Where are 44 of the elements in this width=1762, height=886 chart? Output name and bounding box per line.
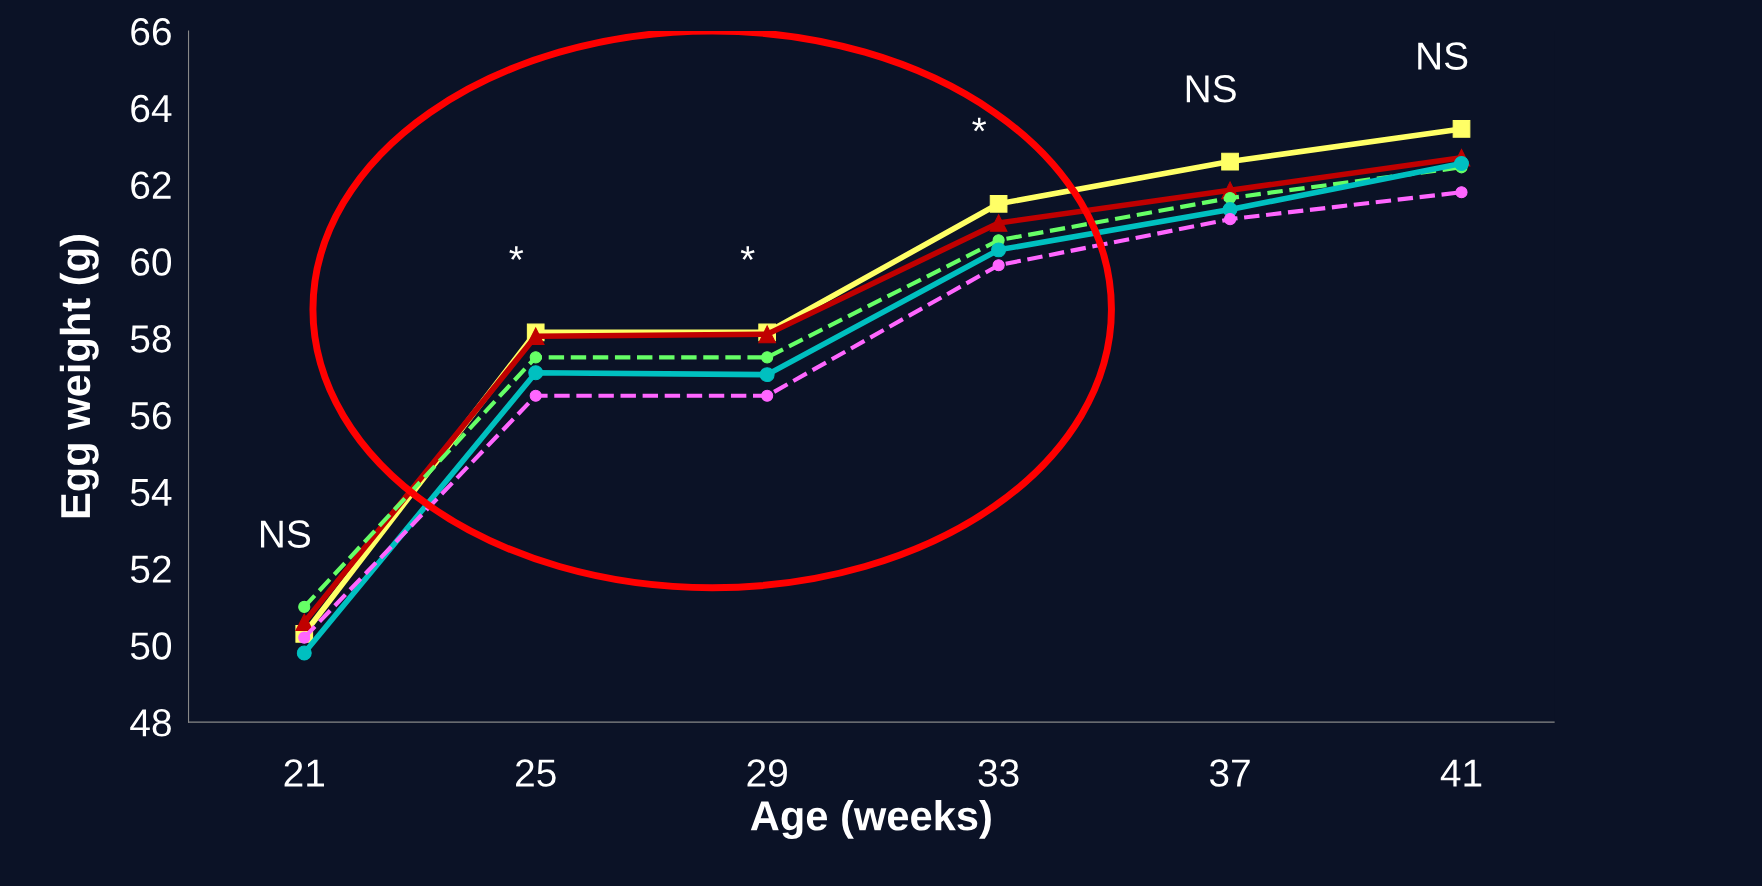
- point: [989, 214, 1008, 232]
- point: [992, 259, 1005, 272]
- point: [1452, 120, 1471, 138]
- point: [761, 389, 774, 402]
- annotation: NS: [1186, 75, 1236, 103]
- point: [1223, 191, 1237, 205]
- annotation: *: [509, 246, 524, 260]
- annotation: *: [972, 117, 987, 132]
- y-tick-label: 50: [130, 632, 172, 660]
- y-tick-label: 54: [130, 479, 172, 507]
- annotation: *: [740, 246, 755, 260]
- point: [1455, 186, 1468, 199]
- point: [1221, 152, 1239, 171]
- point: [759, 367, 775, 383]
- point: [991, 242, 1007, 258]
- y-axis-title: Egg weight (g): [59, 235, 99, 518]
- y-tick-label: 52: [130, 555, 171, 583]
- x-tick-label: 21: [284, 759, 324, 787]
- y-tick-label: 48: [130, 709, 171, 737]
- point: [761, 351, 774, 364]
- point: [298, 600, 311, 613]
- annotation: NS: [1418, 42, 1468, 70]
- x-tick-label: 41: [1440, 759, 1482, 787]
- y-tick-label: 58: [130, 325, 171, 353]
- x-axis-title: Age (weeks): [750, 800, 991, 840]
- y-tick-label: 66: [131, 17, 171, 46]
- x-tick-label: 33: [978, 759, 1019, 787]
- point: [526, 327, 545, 346]
- point: [529, 351, 542, 364]
- point: [989, 194, 1008, 213]
- annotation: NS: [260, 520, 311, 548]
- point: [1223, 213, 1237, 226]
- y-tick-label: 62: [131, 171, 171, 200]
- point: [296, 645, 312, 661]
- y-tick-label: 56: [130, 401, 171, 430]
- point: [295, 613, 314, 632]
- y-tick-label: 60: [131, 248, 172, 276]
- point: [1454, 156, 1469, 171]
- point: [529, 389, 542, 402]
- point: [528, 365, 544, 381]
- x-tick-label: 25: [516, 759, 556, 787]
- x-tick-label: 37: [1209, 759, 1250, 787]
- y-tick-label: 64: [131, 94, 172, 123]
- x-tick-label: 29: [747, 759, 787, 787]
